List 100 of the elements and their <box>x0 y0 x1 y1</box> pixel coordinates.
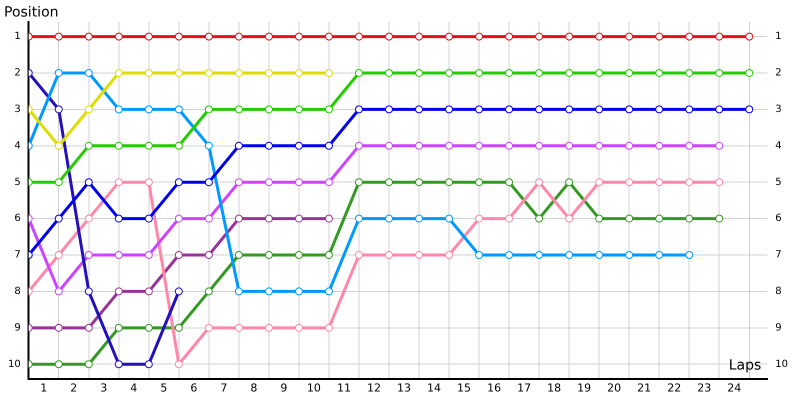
point <box>595 251 604 260</box>
point <box>745 32 754 41</box>
point <box>84 105 93 114</box>
point <box>114 105 123 114</box>
point <box>384 68 393 77</box>
point <box>54 68 63 77</box>
point <box>565 68 574 77</box>
point <box>655 68 664 77</box>
x-tick-label: 3 <box>100 381 108 394</box>
point <box>505 214 514 223</box>
point <box>324 178 333 186</box>
point <box>54 287 63 296</box>
point <box>715 214 724 223</box>
point <box>114 360 123 368</box>
point <box>234 142 243 150</box>
point <box>445 105 454 114</box>
point <box>234 214 243 223</box>
y2-tick-label: 5 <box>775 176 782 188</box>
x-tick-label: 1 <box>40 381 48 394</box>
y-tick-label: 2 <box>14 68 21 79</box>
point <box>535 105 544 114</box>
point <box>384 214 393 223</box>
point <box>354 251 363 260</box>
point <box>114 324 123 332</box>
point <box>264 32 273 41</box>
point <box>264 178 273 186</box>
point <box>685 251 694 260</box>
point <box>144 68 153 77</box>
point <box>264 142 273 150</box>
point <box>324 142 333 150</box>
point <box>294 142 303 150</box>
x-tick-label: 18 <box>547 381 562 394</box>
point <box>565 251 574 260</box>
point <box>264 105 273 114</box>
point <box>535 142 544 150</box>
point <box>174 360 183 368</box>
x-tick-label: 24 <box>727 381 742 394</box>
point <box>234 251 243 260</box>
point <box>174 214 183 223</box>
point <box>384 178 393 186</box>
point <box>264 324 273 332</box>
y2-tick-label: 2 <box>775 68 782 79</box>
x-tick-label: 6 <box>190 381 198 394</box>
point <box>234 178 243 186</box>
x-tick-label: 22 <box>667 381 682 394</box>
point <box>445 32 454 41</box>
point <box>204 324 213 332</box>
point <box>505 32 514 41</box>
point <box>655 105 664 114</box>
x-tick-label: 15 <box>457 381 472 394</box>
point <box>655 178 664 186</box>
x-tick-label: 17 <box>517 381 532 394</box>
point <box>204 214 213 223</box>
y-tick-label: 1 <box>14 31 21 42</box>
point <box>715 178 724 186</box>
point <box>144 142 153 150</box>
y-tick-label: 10 <box>8 358 21 370</box>
y2-tick-label: 6 <box>775 213 782 224</box>
point <box>204 251 213 260</box>
point <box>595 142 604 150</box>
point <box>84 178 93 186</box>
point <box>234 105 243 114</box>
point <box>204 178 213 186</box>
point <box>144 105 153 114</box>
point <box>54 105 63 114</box>
point <box>84 324 93 332</box>
y-tick-label: 8 <box>14 286 21 298</box>
point <box>565 32 574 41</box>
point <box>264 287 273 296</box>
point <box>234 68 243 77</box>
point <box>415 68 424 77</box>
point <box>204 68 213 77</box>
point <box>715 32 724 41</box>
point <box>415 32 424 41</box>
x-tick-label: 19 <box>577 381 592 394</box>
point <box>294 287 303 296</box>
y-tick-label: 9 <box>14 322 21 334</box>
x-tick-label: 16 <box>487 381 502 394</box>
point <box>655 32 664 41</box>
point <box>565 142 574 150</box>
point <box>144 214 153 223</box>
point <box>505 251 514 260</box>
point <box>174 32 183 41</box>
point <box>655 142 664 150</box>
x-tick-label: 23 <box>697 381 712 394</box>
point <box>475 105 484 114</box>
y2-tick-label: 8 <box>775 286 782 298</box>
point <box>84 251 93 260</box>
point <box>384 105 393 114</box>
point <box>54 142 63 150</box>
point <box>294 178 303 186</box>
point <box>234 32 243 41</box>
point <box>505 142 514 150</box>
point <box>144 360 153 368</box>
point <box>384 32 393 41</box>
y-tick-label: 4 <box>14 140 21 152</box>
point <box>415 142 424 150</box>
point <box>114 251 123 260</box>
point <box>505 105 514 114</box>
point <box>234 287 243 296</box>
